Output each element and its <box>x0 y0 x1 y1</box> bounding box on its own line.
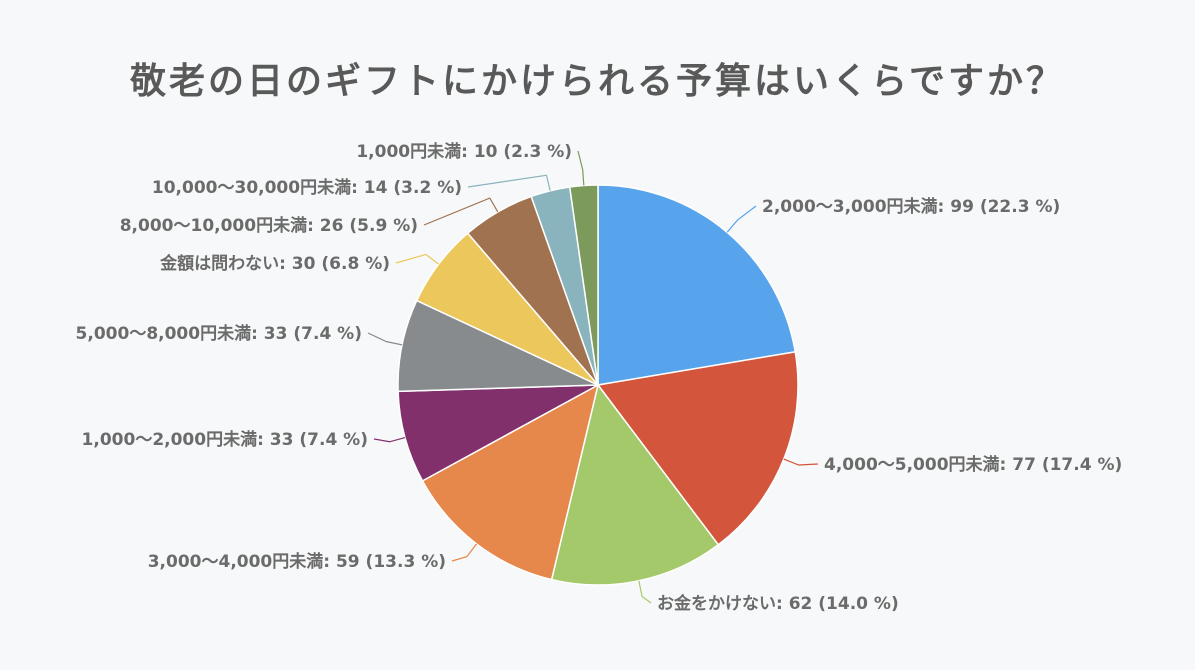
slice-label: 4,000〜5,000円未満: 77 (17.4 %) <box>824 454 1122 475</box>
slice-label: お金をかけない: 62 (14.0 %) <box>657 593 899 614</box>
slice-label: 2,000〜3,000円未満: 99 (22.3 %) <box>762 196 1060 217</box>
leader-line <box>638 580 652 604</box>
slice-label: 10,000〜30,000円未満: 14 (3.2 %) <box>152 177 462 198</box>
slice-label: 3,000〜4,000円未満: 59 (13.3 %) <box>148 551 446 572</box>
pie-slice <box>421 383 600 581</box>
slice-label: 8,000〜10,000円未満: 26 (5.9 %) <box>120 215 418 236</box>
leader-line <box>367 332 403 346</box>
leader-line <box>395 253 440 265</box>
leader-line <box>577 150 585 186</box>
pie-slice <box>550 383 720 586</box>
slice-label: 金額は問わない: 30 (6.8 %) <box>159 253 390 274</box>
slice-label: 5,000〜8,000円未満: 33 (7.4 %) <box>76 323 362 344</box>
chart-title: 敬老の日のギフトにかけられる予算はいくらですか？ <box>130 61 1065 102</box>
slice-label: 1,000〜2,000円未満: 33 (7.4 %) <box>82 429 368 450</box>
pie-slice <box>596 350 799 546</box>
leader-line <box>726 205 757 233</box>
leader-line <box>373 436 406 443</box>
leader-line <box>423 197 499 226</box>
leader-line <box>783 458 819 466</box>
leader-line <box>467 174 551 191</box>
pie-slice <box>597 184 797 386</box>
leader-line <box>451 543 478 562</box>
slice-label: 1,000円未満: 10 (2.3 %) <box>356 141 572 162</box>
